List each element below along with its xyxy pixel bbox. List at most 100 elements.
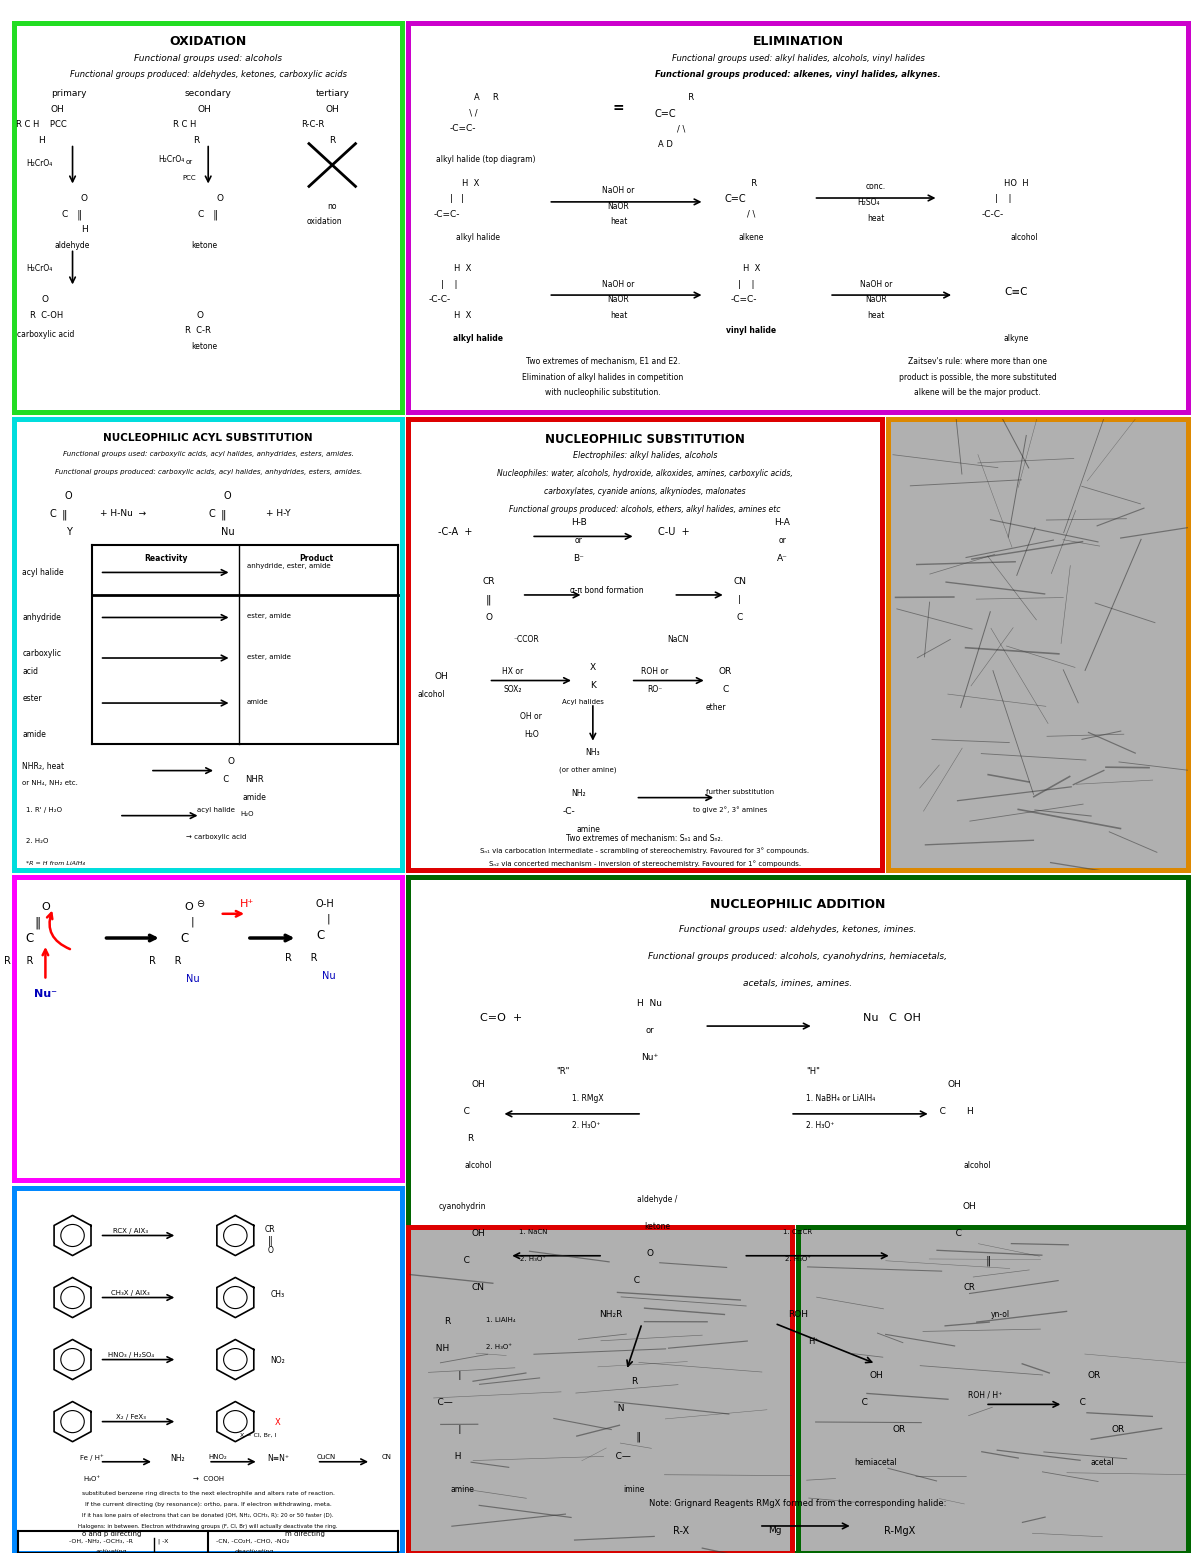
Text: Nu⁻: Nu⁻ — [34, 989, 56, 1000]
Bar — [408, 1227, 792, 1553]
Text: CR: CR — [964, 1283, 976, 1292]
Text: R: R — [193, 137, 199, 144]
Text: 1. RMgX: 1. RMgX — [572, 1093, 604, 1103]
Text: C: C — [722, 685, 728, 694]
Text: H: H — [966, 1107, 973, 1117]
Text: Functional groups produced: alkenes, vinyl halides, alkynes.: Functional groups produced: alkenes, vin… — [655, 70, 941, 79]
Text: -C=C-: -C=C- — [730, 295, 757, 304]
Text: ketone: ketone — [191, 342, 217, 351]
Text: X: X — [589, 663, 596, 671]
Text: NHR: NHR — [245, 775, 264, 784]
Text: Functional groups used: aldehydes, ketones, imines.: Functional groups used: aldehydes, keton… — [679, 924, 917, 933]
Text: R C H: R C H — [173, 121, 197, 129]
Text: Mg: Mg — [768, 1527, 781, 1534]
Text: H  X: H X — [454, 311, 472, 320]
Text: CH₃: CH₃ — [271, 1291, 286, 1300]
Text: HO  H: HO H — [1004, 179, 1028, 188]
Text: OR: OR — [719, 668, 732, 676]
Text: OR: OR — [893, 1424, 906, 1433]
Text: ketone: ketone — [644, 1222, 671, 1232]
Text: NO₂: NO₂ — [270, 1356, 286, 1365]
Text: B⁻: B⁻ — [574, 554, 584, 564]
Text: R  C-R: R C-R — [185, 326, 211, 335]
Text: NaOR: NaOR — [607, 295, 630, 304]
Text: |   |: | | — [445, 194, 464, 203]
Text: alkyl halide (top diagram): alkyl halide (top diagram) — [437, 155, 535, 165]
Text: Sₙ₂ via concerted mechanism - inversion of stereochemistry. Favoured for 1° comp: Sₙ₂ via concerted mechanism - inversion … — [488, 860, 802, 868]
Text: |    |: | | — [437, 280, 457, 289]
Text: NH₂: NH₂ — [170, 1455, 185, 1463]
Text: Y: Y — [66, 528, 72, 537]
Text: CN: CN — [382, 1455, 391, 1460]
Text: or NH₄, NH₂ etc.: or NH₄, NH₂ etc. — [22, 780, 78, 786]
Text: → carboxylic acid: → carboxylic acid — [186, 834, 246, 840]
Text: H₂CrO₄: H₂CrO₄ — [26, 264, 53, 273]
Text: Functional groups produced: alcohols, cyanohydrins, hemiacetals,: Functional groups produced: alcohols, cy… — [648, 952, 948, 961]
Bar — [14, 23, 402, 412]
Text: -CN, -CO₂H, -CHO, -NO₂: -CN, -CO₂H, -CHO, -NO₂ — [216, 1539, 289, 1544]
Text: OH: OH — [869, 1371, 883, 1379]
Text: H-B: H-B — [571, 519, 587, 528]
Text: OH: OH — [434, 671, 448, 680]
Text: NaCN: NaCN — [667, 635, 689, 644]
Text: |: | — [191, 916, 194, 927]
Text: product is possible, the more substituted: product is possible, the more substitute… — [899, 373, 1056, 382]
Text: O: O — [485, 613, 492, 621]
Text: alkyl halide: alkyl halide — [456, 233, 500, 242]
Text: or: or — [779, 536, 786, 545]
Text: imine: imine — [624, 1485, 644, 1494]
Text: R-C-R: R-C-R — [301, 121, 324, 129]
Text: alkyne: alkyne — [1003, 334, 1030, 343]
Text: A⁻: A⁻ — [778, 554, 788, 564]
Text: -C-A  +: -C-A + — [438, 528, 473, 537]
Text: Fe / H⁺: Fe / H⁺ — [80, 1455, 103, 1461]
Text: SOX₂: SOX₂ — [503, 685, 522, 694]
Text: C: C — [209, 509, 216, 519]
Text: CuCN: CuCN — [317, 1455, 336, 1460]
Bar — [14, 1188, 402, 1553]
Text: OR: OR — [1087, 1371, 1102, 1379]
Text: H⁺: H⁺ — [808, 1337, 820, 1346]
Text: NUCLEOPHILIC ADDITION: NUCLEOPHILIC ADDITION — [710, 898, 886, 910]
Text: ⁻CCOR: ⁻CCOR — [514, 635, 539, 644]
Text: NaOH or: NaOH or — [602, 280, 635, 289]
Text: OXIDATION: OXIDATION — [169, 36, 247, 48]
Text: conc.: conc. — [866, 183, 886, 191]
Text: secondary: secondary — [185, 90, 232, 98]
Text: C: C — [455, 1256, 470, 1264]
Text: OH: OH — [947, 1081, 961, 1089]
Text: Electrophiles: alkyl halides, alcohols: Electrophiles: alkyl halides, alcohols — [572, 450, 718, 460]
Text: alcohol: alcohol — [464, 1162, 492, 1169]
Text: Functional groups used: carboxylic acids, acyl halides, anhydrides, esters, amid: Functional groups used: carboxylic acids… — [62, 450, 354, 457]
Text: C: C — [1072, 1398, 1086, 1407]
Text: CR: CR — [482, 576, 494, 585]
Text: -C=C-: -C=C- — [433, 210, 461, 219]
Text: OH or: OH or — [521, 711, 542, 721]
Text: H₂O: H₂O — [240, 811, 253, 817]
Text: NaOH or: NaOH or — [860, 280, 892, 289]
Bar — [408, 877, 1188, 1553]
Text: Two extremes of mechanism, E1 and E2.: Two extremes of mechanism, E1 and E2. — [526, 357, 680, 367]
Text: Reactivity: Reactivity — [144, 554, 187, 564]
Text: + H-Nu  →: + H-Nu → — [100, 509, 146, 519]
Text: anhydride: anhydride — [22, 613, 61, 621]
Text: Halogens: in between. Electron withdrawing groups (F, Cl, Br) will actually deac: Halogens: in between. Electron withdrawi… — [78, 1523, 338, 1528]
Text: NH₂: NH₂ — [571, 789, 586, 798]
Text: ether: ether — [706, 704, 726, 711]
Text: R: R — [467, 1134, 474, 1143]
Text: N≡N⁺: N≡N⁺ — [266, 1455, 289, 1463]
Text: K: K — [590, 680, 595, 690]
Text: acid: acid — [22, 668, 38, 676]
Text: R     R: R R — [4, 957, 32, 966]
Text: no: no — [328, 202, 337, 211]
Text: CN: CN — [472, 1283, 485, 1292]
Text: NH: NH — [430, 1343, 449, 1353]
Bar — [14, 419, 402, 870]
Text: 1. R' / H₂O: 1. R' / H₂O — [26, 806, 62, 812]
Text: 2. H₃O⁺: 2. H₃O⁺ — [785, 1256, 811, 1261]
Text: ‖: ‖ — [268, 1236, 272, 1246]
Text: acyl halide: acyl halide — [22, 568, 64, 576]
Text: R: R — [683, 93, 695, 102]
Text: alcohol: alcohol — [964, 1162, 991, 1169]
Bar — [798, 1227, 1188, 1553]
